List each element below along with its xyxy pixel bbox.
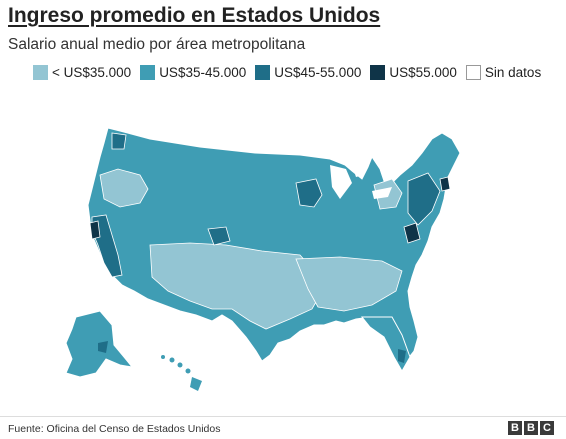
legend-item-lt35: < US$35.000: [33, 65, 131, 80]
region-lt35-pacific-nw: [99, 168, 149, 208]
region-45-55-miami: [398, 349, 406, 363]
legend: < US$35.000 US$35-45.000 US$45-55.000 US…: [33, 65, 550, 80]
legend-swatch: [255, 65, 271, 80]
bbc-logo: B B C: [506, 421, 554, 435]
legend-label: US$55.000: [389, 65, 457, 80]
legend-swatch: [465, 65, 481, 80]
footer-divider: [0, 416, 566, 417]
legend-item-35-45: US$35-45.000: [140, 65, 246, 80]
region-55-bay-area: [89, 220, 101, 240]
region-55-boston: [439, 176, 451, 192]
source-note: Fuente: Oficina del Censo de Estados Uni…: [8, 423, 221, 435]
us-map-svg: [65, 127, 461, 391]
hawaii: [161, 355, 202, 391]
region-55-dc: [403, 222, 421, 244]
region-45-55-colorado: [207, 226, 231, 246]
region-45-55-seattle: [111, 132, 127, 150]
region-45-55-northeast: [407, 172, 441, 226]
us-map: [0, 95, 566, 415]
region-lt35-south: [295, 256, 403, 312]
region-45-55-midwest: [295, 178, 323, 208]
legend-swatch: [33, 65, 48, 80]
legend-label: US$35-45.000: [159, 65, 247, 80]
map-subtitle: Salario anual medio por área metropolita…: [8, 36, 306, 53]
legend-item-45-55: US$45-55.000: [255, 65, 361, 80]
legend-swatch: [370, 65, 386, 80]
legend-item-no-data: Sin datos: [465, 65, 542, 80]
legend-item-55: US$55.000: [370, 65, 457, 80]
legend-swatch: [140, 65, 156, 80]
logo-letter: B: [508, 421, 522, 435]
legend-label: US$45-55.000: [274, 65, 362, 80]
map-title: Ingreso promedio en Estados Unidos: [8, 4, 381, 27]
region-45-55-anchorage: [98, 341, 108, 353]
legend-label: < US$35.000: [52, 65, 132, 80]
great-lakes: [330, 161, 392, 199]
legend-label: Sin datos: [484, 65, 542, 80]
logo-letter: C: [540, 421, 554, 435]
logo-letter: B: [524, 421, 538, 435]
region-lt35-southwest: [149, 242, 321, 330]
